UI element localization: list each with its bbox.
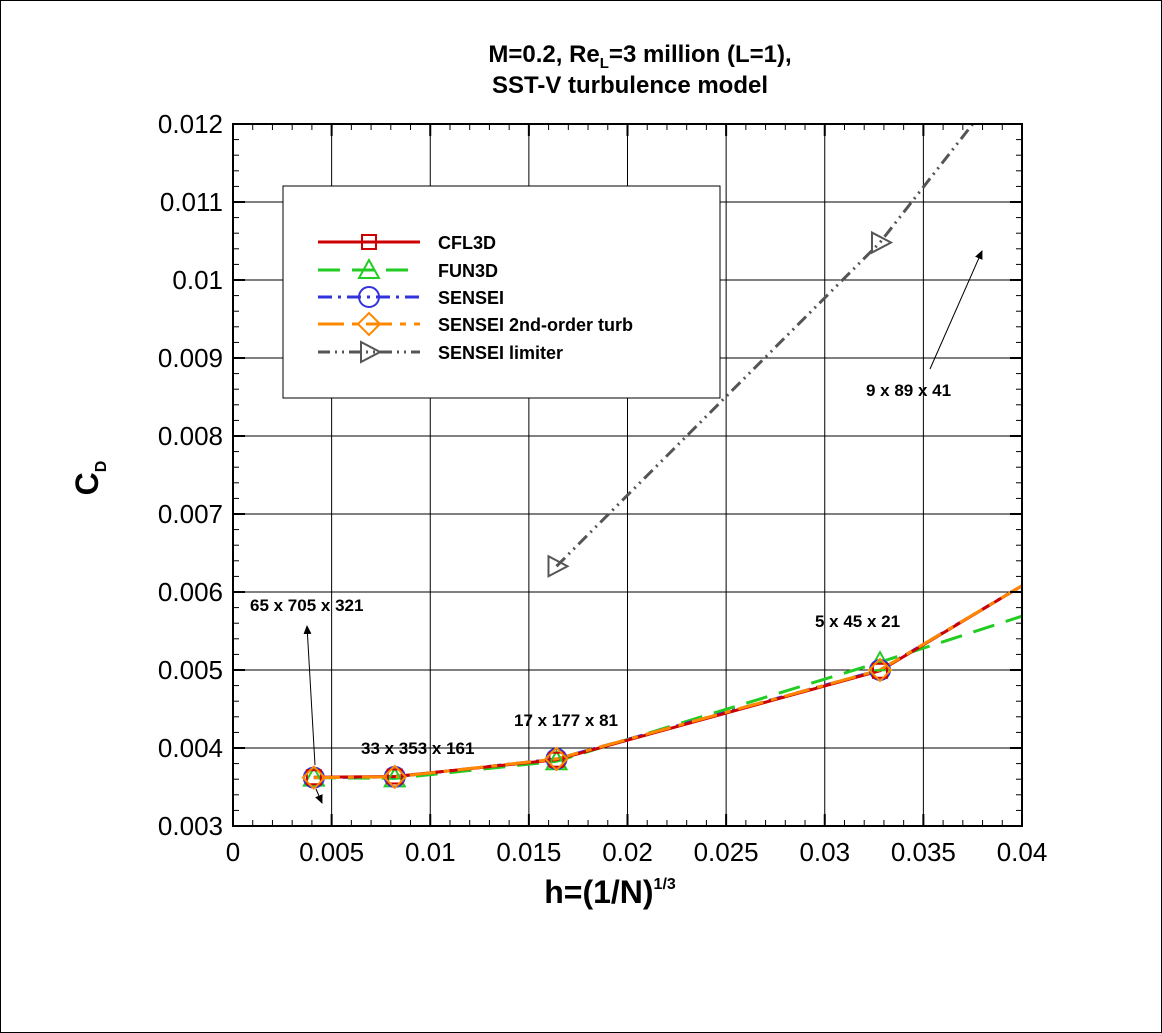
legend-marker-sensei-2nd-order-turb [356,311,382,337]
data-point-sensei-2nd-order-turb [301,765,327,791]
annotation-arrow [303,625,316,766]
series-line-sensei-2nd-order-turb [313,584,1022,780]
legend: CFL3D FUN3D SENSEI SENSEI 2nd-order turb SEN… [282,185,721,399]
x-tick-label: 0 [226,837,240,867]
y-tick-label: 0.004 [158,733,223,763]
data-point-sensei-limiter [547,554,570,578]
y-axis-title: CD [69,461,110,496]
x-axis-title: h=(1/N)1/3 [544,874,676,910]
tick-labels: 0 0.005 0.01 0.015 0.02 0.025 0.03 0.035 0.04 0.0… [158,109,1047,867]
legend-label-sensei: SENSEI [438,288,504,308]
x-tick-label: 0.02 [602,837,653,867]
chart-title-line1: M=0.2, ReL=3 million (L=1), [488,41,791,72]
legend-label-cfl3d: CFL3D [438,233,496,253]
data-point-fun3d [302,765,326,787]
y-tick-label: 0.01 [172,265,223,295]
legend-marker-fun3d [357,257,381,279]
data-point-sensei-2nd-order-turb [382,764,408,790]
legend-box [282,185,721,399]
data-point-cfl3d [305,769,322,786]
y-tick-label: 0.011 [160,187,223,217]
annotations-layer: 65 x 705 x 321 33 x 353 x 161 17 x 177 x 8… [250,250,983,804]
y-tick-label: 0.012 [158,109,223,139]
y-tick-label: 0.007 [158,499,223,529]
data-point-cfl3d [871,662,888,679]
data-point-sensei-limiter [870,230,894,255]
legend-marker-cfl3d [361,234,377,250]
y-tick-label: 0.006 [158,577,223,607]
series-layer [301,124,1022,791]
y-axis-title-subscript: D [93,461,110,473]
grid-size-annotation: 5 x 45 x 21 [815,612,900,631]
data-point-cfl3d [548,751,565,768]
grid-size-annotation: 9 x 89 x 41 [866,381,951,400]
data-point-sensei-2nd-order-turb [867,657,893,683]
grid-size-annotation: 33 x 353 x 161 [361,739,474,758]
legend-label-fun3d: FUN3D [438,261,498,281]
chart-title-line2: SST-V turbulence model [492,72,768,99]
axis-ticks [232,123,1023,827]
data-point-sensei-2nd-order-turb [544,746,569,772]
y-tick-label: 0.003 [158,811,223,841]
grid-size-annotation: 17 x 177 x 81 [514,711,618,730]
legend-marker-sensei [358,286,380,308]
legend-label-sensei-limiter: SENSEI limiter [438,343,563,363]
y-tick-label: 0.005 [158,655,223,685]
annotation-arrow [315,788,323,804]
grid-size-annotation: 65 x 705 x 321 [250,596,363,615]
x-tick-label: 0.04 [997,837,1048,867]
x-tick-label: 0.005 [299,837,364,867]
legend-marker-sensei-limiter [360,340,383,364]
y-tick-label: 0.008 [158,421,223,451]
title-subscript: L [600,55,609,72]
x-tick-label: 0.01 [405,837,456,867]
annotation-arrow [929,250,983,370]
x-tick-label: 0.015 [496,837,561,867]
x-tick-label: 0.03 [799,837,850,867]
x-axis-title-superscript: 1/3 [654,876,676,893]
x-tick-label: 0.025 [694,837,759,867]
series-lines [313,124,1022,780]
legend-label-sensei-2nd-order-turb: SENSEI 2nd-order turb [438,315,633,335]
y-tick-label: 0.009 [158,343,223,373]
x-tick-label: 0.035 [891,837,956,867]
data-point-cfl3d [386,768,403,785]
